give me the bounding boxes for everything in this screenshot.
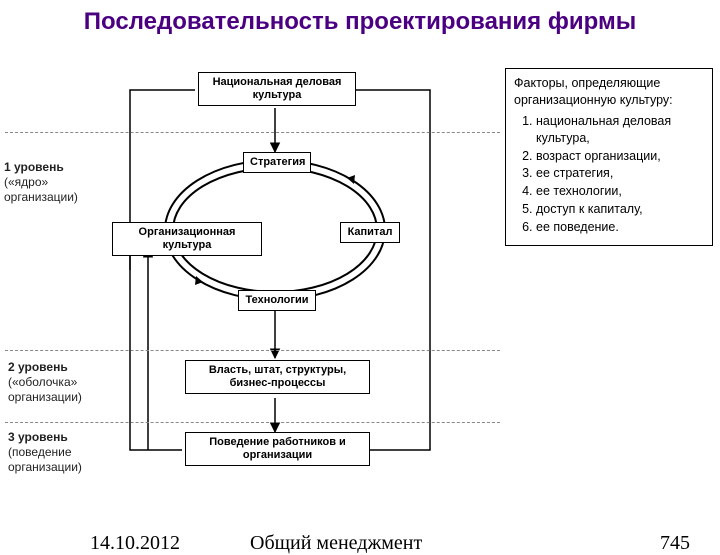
box-tech: Технологии (238, 290, 316, 311)
box-org-culture: Организационная культура (112, 222, 262, 256)
factor-item: ее поведение. (536, 219, 704, 236)
level-2-bold: 2 уровень (8, 360, 68, 374)
factor-item: ее стратегия, (536, 165, 704, 182)
dash-3 (5, 422, 500, 423)
factors-header-2: организационную культуру: (514, 93, 673, 107)
factor-item: возраст организации, (536, 148, 704, 165)
box-capital: Капитал (340, 222, 400, 243)
factor-item: доступ к капиталу, (536, 201, 704, 218)
level-2-sub1: («оболочка» (8, 375, 77, 389)
footer-page: 745 (660, 532, 690, 555)
factors-header-1: Факторы, определяющие (514, 76, 660, 90)
factor-item: национальная деловая культура, (536, 113, 704, 147)
level-3-bold: 3 уровень (8, 430, 68, 444)
level-2-label: 2 уровень («оболочка» организации) (8, 360, 82, 405)
factor-item: ее технологии, (536, 183, 704, 200)
level-3-sub2: организации) (8, 460, 82, 474)
dash-2 (5, 350, 500, 351)
factors-list: национальная деловая культура, возраст о… (514, 113, 704, 236)
level-1-bold: 1 уровень (4, 160, 64, 174)
box-national-culture: Национальная деловая культура (198, 72, 356, 106)
level-1-sub1: («ядро» (4, 175, 48, 189)
level-1-label: 1 уровень («ядро» организации) (4, 160, 78, 205)
level-3-label: 3 уровень (поведение организации) (8, 430, 82, 475)
level-1-sub2: организации) (4, 190, 78, 204)
box-behavior: Поведение работников и организации (185, 432, 370, 466)
level-3-sub1: (поведение (8, 445, 72, 459)
footer-date: 14.10.2012 (90, 532, 180, 555)
box-power: Власть, штат, структуры, бизнес-процессы (185, 360, 370, 394)
footer-course: Общий менеджмент (250, 532, 422, 555)
diagram-stage: 1 уровень («ядро» организации) 2 уровень… (0, 70, 720, 490)
page-title: Последовательность проектирования фирмы (0, 0, 720, 40)
factors-box: Факторы, определяющие организационную ку… (505, 68, 713, 246)
dash-1 (5, 132, 500, 133)
box-strategy: Стратегия (243, 152, 311, 173)
level-2-sub2: организации) (8, 390, 82, 404)
